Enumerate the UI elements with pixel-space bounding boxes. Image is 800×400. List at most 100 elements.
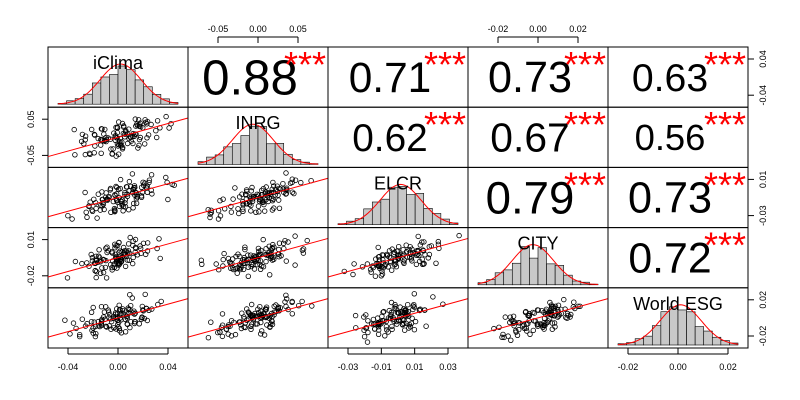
scatter-point [76, 332, 83, 338]
scatter-point [262, 306, 269, 312]
scatter-point [396, 317, 402, 324]
scatter-point [248, 263, 254, 270]
scatter-point [406, 322, 413, 328]
histogram-bar [134, 79, 145, 105]
variable-label: World ESG [633, 294, 723, 314]
scatter-point [399, 321, 406, 327]
histogram-bar [283, 153, 293, 165]
scatter-point [388, 315, 394, 322]
scatter-point [261, 201, 267, 208]
scatter-point [547, 299, 553, 306]
scatter-point [88, 319, 95, 325]
scatter-point [364, 339, 371, 345]
scatter-point [245, 273, 251, 279]
scatter-point [267, 323, 273, 330]
scatter-point [300, 250, 307, 256]
scatter-point [144, 183, 150, 189]
scatter-point [421, 239, 427, 245]
scatter-point [232, 185, 238, 191]
scatter-point [90, 304, 96, 311]
scatter-point [127, 134, 133, 140]
histogram-bar [406, 194, 416, 225]
scatter-point [280, 240, 287, 247]
scatter-point [165, 196, 171, 203]
scatter-point [107, 312, 113, 318]
scatter-point [552, 303, 559, 309]
scatter-point [243, 187, 250, 193]
correlation-value: 0.73 [628, 175, 712, 223]
scatter-point [122, 316, 128, 322]
scatter-point [396, 243, 402, 250]
scatter-point [221, 250, 227, 257]
scatter-point [402, 327, 408, 333]
scatter-point [120, 203, 127, 210]
scatter-point [124, 257, 131, 263]
scatter-point [238, 263, 244, 269]
scatter-point [386, 307, 392, 314]
scatter-point [119, 139, 125, 145]
panel-3-0 [47, 227, 189, 289]
scatter-point [502, 314, 508, 320]
scatter-point [99, 265, 105, 271]
scatter-point [353, 325, 359, 331]
scatter-point [258, 308, 264, 314]
scatter-point [270, 241, 276, 248]
histogram-bar [511, 262, 522, 286]
panel-4-2 [327, 287, 469, 349]
scatter-point [519, 323, 526, 329]
scatter-point [258, 331, 264, 337]
scatter-point [248, 323, 254, 329]
significance-stars: *** [564, 44, 606, 85]
scatter-point [379, 263, 385, 270]
histogram-bar [660, 311, 670, 346]
histogram-bar [380, 198, 390, 225]
scatter-point [116, 249, 122, 256]
axis-tick-label: 0.05 [289, 24, 307, 34]
scatter-point [275, 305, 281, 312]
scatter-point [278, 253, 284, 259]
scatter-point [282, 237, 288, 244]
correlation-value: 0.71 [349, 54, 432, 101]
histogram-bar [274, 143, 285, 165]
scatter-point [299, 298, 305, 305]
scatter-point [246, 310, 252, 316]
panel-1-1 [187, 106, 329, 168]
scatter-point [105, 247, 111, 254]
scatter-point [110, 146, 116, 152]
scatter-point [136, 136, 143, 143]
axis-tick-label: 0.01 [406, 362, 424, 372]
axis-tick-label: -0.05 [26, 145, 36, 166]
density-line [337, 183, 459, 225]
scatter-point [127, 234, 133, 241]
scatter-point [261, 332, 268, 338]
scatter-point [124, 140, 131, 147]
scatter-point [130, 205, 136, 211]
histogram-bar [223, 146, 233, 165]
scatter-point [386, 248, 393, 254]
panel-4-4 [607, 287, 749, 349]
scatter-point [236, 253, 243, 260]
scatter-point [555, 314, 561, 320]
scatter-point [126, 126, 132, 132]
scatter-point [107, 187, 113, 193]
histogram-bar [554, 265, 565, 286]
regression-line [47, 117, 189, 158]
scatter-point [220, 256, 226, 263]
scatter-point [125, 241, 132, 247]
scatter-point [115, 321, 121, 328]
scatter-point [122, 204, 129, 210]
scatter-point [140, 307, 146, 313]
scatter-point [426, 251, 433, 258]
scatter-point [225, 255, 232, 262]
scatter-point [283, 258, 289, 264]
scatter-point [72, 258, 79, 265]
scatter-point [234, 270, 240, 276]
scatter-point [106, 309, 112, 315]
scatter-point [240, 202, 246, 208]
scatter-point [220, 196, 226, 202]
scatter-point [269, 186, 275, 192]
scatter-point [108, 326, 114, 332]
significance-stars: *** [704, 164, 746, 205]
scatter-point [114, 184, 120, 191]
scatter-point [283, 292, 289, 298]
